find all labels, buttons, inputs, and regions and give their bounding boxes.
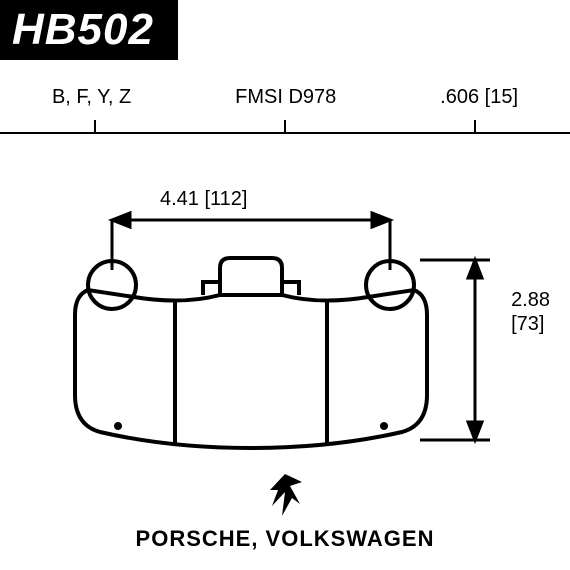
part-number: HB502: [12, 5, 154, 54]
compounds-spec: B, F, Y, Z: [52, 86, 131, 109]
fmsi-spec: FMSI D978: [235, 86, 336, 109]
hawk-logo-icon: [260, 470, 310, 520]
height-mm: [73]: [511, 313, 544, 335]
height-inches: 2.88: [511, 289, 550, 311]
brake-pad-diagram: 4.41 [112] 2.88 [73]: [20, 150, 550, 510]
vehicle-makes: PORSCHE, VOLKSWAGEN: [0, 526, 570, 552]
width-dimension-label: 4.41 [112]: [160, 188, 247, 211]
spec-row: B, F, Y, Z FMSI D978 .606 [15]: [0, 86, 570, 109]
part-number-header: HB502: [0, 0, 178, 60]
tick-mark: [474, 120, 476, 132]
divider-line: [0, 132, 570, 134]
tick-row: [0, 120, 570, 132]
thickness-spec: .606 [15]: [440, 86, 518, 109]
height-dimension-label: 2.88 [73]: [511, 288, 550, 336]
tick-mark: [94, 120, 96, 132]
pad-outline-svg: [20, 150, 550, 510]
tick-mark: [284, 120, 286, 132]
